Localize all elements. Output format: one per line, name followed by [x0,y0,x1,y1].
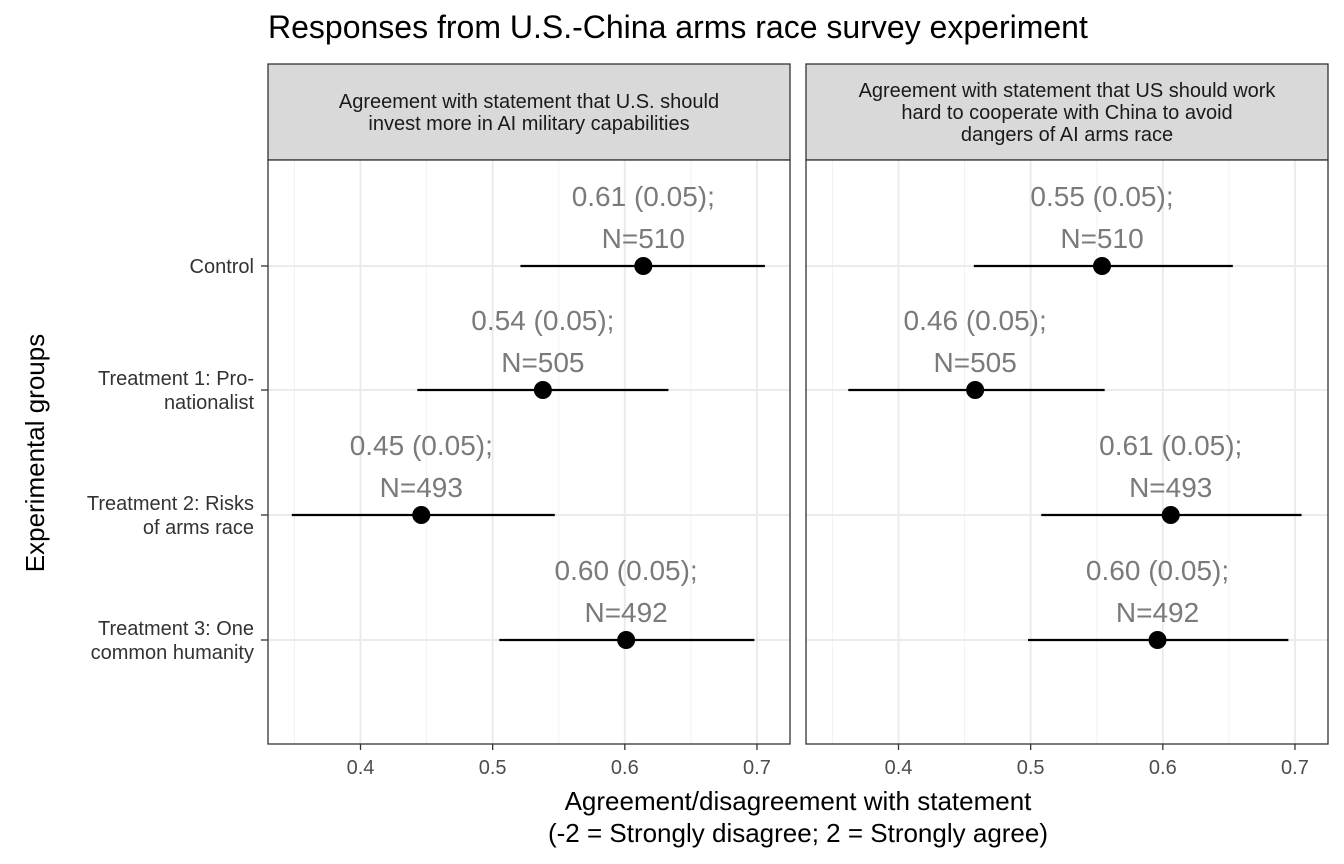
data-label-n: N=493 [380,472,463,503]
y-tick-label: of arms race [143,517,254,539]
y-tick-label: Treatment 1: Pro- [98,368,254,390]
panel-2: Agreement with statement that US should … [805,63,1329,779]
x-tick-label: 0.4 [347,757,375,779]
y-tick-label: Treatment 2: Risks [87,493,254,515]
plot-layer: Agreement with statement that U.S. shoul… [267,63,1329,779]
y-tick-label: nationalist [164,392,255,414]
y-axis: Control Treatment 1: Pro-nationalist Treat… [87,256,268,664]
panel-strip-label: invest more in AI military capabilities [368,113,689,135]
panel-border [805,159,1329,745]
x-tick-label: 0.5 [1017,757,1045,779]
panel-strip-label: Agreement with statement that US should … [859,80,1277,102]
data-label-n: N=510 [1060,223,1143,254]
y-axis-title: Experimental groups [20,334,50,572]
panel-strip-label: dangers of AI arms race [961,124,1173,146]
y-tick-label: common humanity [91,642,254,664]
data-label-estimate: 0.61 (0.05); [572,181,715,212]
data-point [1161,506,1180,524]
data-point [617,631,636,649]
data-point [533,381,552,399]
data-label-n: N=505 [934,347,1017,378]
data-label-estimate: 0.60 (0.05); [1086,555,1229,586]
data-label-estimate: 0.54 (0.05); [471,305,614,336]
y-tick-label: Treatment 3: One [98,618,254,640]
data-label-n: N=510 [602,223,685,254]
panel-background [268,160,790,744]
panel-strip-label: hard to cooperate with China to avoid [901,102,1232,124]
data-label-estimate: 0.45 (0.05); [350,430,493,461]
panel-strip [267,63,791,161]
data-label-estimate: 0.60 (0.05); [555,555,698,586]
data-label-n: N=492 [584,597,667,628]
x-tick-label: 0.7 [743,757,771,779]
panel-border [267,159,791,745]
data-label-n: N=492 [1116,597,1199,628]
data-label-n: N=505 [501,347,584,378]
data-point [966,381,985,399]
x-tick-label: 0.7 [1281,757,1309,779]
data-label-estimate: 0.55 (0.05); [1030,181,1173,212]
data-label-estimate: 0.61 (0.05); [1099,430,1242,461]
data-point [634,257,653,275]
x-axis-title-line-1: Agreement/disagreement with statement [565,786,1033,816]
x-axis-title-line-2: (-2 = Strongly disagree; 2 = Strongly ag… [548,818,1048,848]
data-point [412,506,431,524]
panel-strip [805,63,1329,161]
panel-background [806,160,1328,744]
panel-strip-label: Agreement with statement that U.S. shoul… [339,91,719,113]
data-label-n: N=493 [1129,472,1212,503]
x-tick-label: 0.5 [479,757,507,779]
x-tick-label: 0.6 [611,757,639,779]
x-tick-label: 0.4 [885,757,913,779]
x-tick-label: 0.6 [1149,757,1177,779]
panel-1: Agreement with statement that U.S. shoul… [267,63,791,779]
data-point [1093,257,1112,275]
chart-title: Responses from U.S.-China arms race surv… [268,9,1088,45]
data-label-estimate: 0.46 (0.05); [904,305,1047,336]
data-point [1148,631,1167,649]
y-tick-label: Control [190,256,254,278]
